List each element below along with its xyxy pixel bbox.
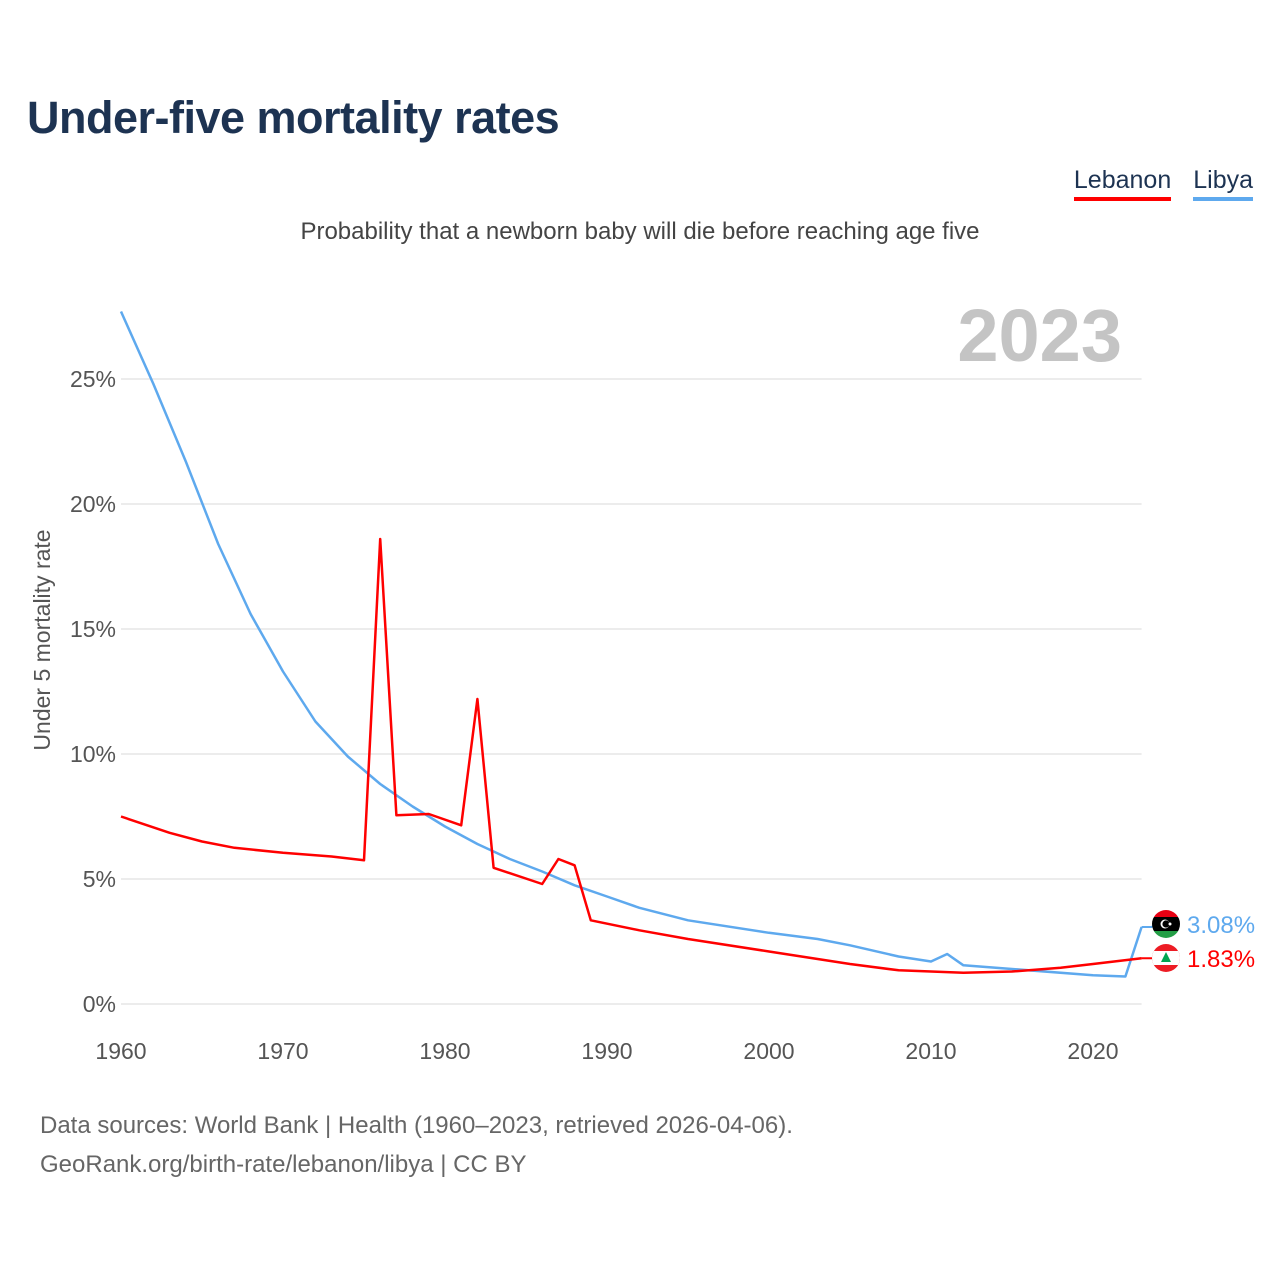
legend-libya[interactable]: Libya bbox=[1193, 166, 1253, 201]
y-tick-label: 0% bbox=[83, 991, 116, 1017]
footer-sources: Data sources: World Bank | Health (1960–… bbox=[40, 1112, 793, 1139]
footer: Data sources: World Bank | Health (1960–… bbox=[40, 1106, 793, 1184]
chart-subtitle: Probability that a newborn baby will die… bbox=[300, 218, 980, 245]
series-line-libya bbox=[119, 310, 1143, 978]
end-value-lebanon: 1.83% bbox=[1187, 946, 1255, 973]
x-tick-label: 1980 bbox=[419, 1038, 470, 1064]
x-tick-label: 1960 bbox=[95, 1038, 146, 1064]
legend: Lebanon Libya bbox=[1073, 166, 1253, 201]
flag-libya-icon bbox=[1152, 910, 1180, 938]
y-tick-label: 15% bbox=[70, 616, 116, 642]
end-value-libya: 3.08% bbox=[1187, 912, 1255, 939]
x-tick-label: 2010 bbox=[905, 1038, 956, 1064]
y-tick-label: 25% bbox=[70, 366, 116, 392]
flag-lebanon-icon bbox=[1152, 944, 1180, 972]
y-tick-label: 20% bbox=[70, 491, 116, 517]
y-tick-label: 5% bbox=[83, 866, 116, 892]
x-tick-label: 2020 bbox=[1067, 1038, 1118, 1064]
x-tick-label: 1970 bbox=[257, 1038, 308, 1064]
series-line-lebanon bbox=[120, 537, 1142, 975]
year-label: 2023 bbox=[957, 294, 1122, 377]
legend-lebanon[interactable]: Lebanon bbox=[1073, 166, 1172, 201]
y-axis-label: Under 5 mortality rate bbox=[29, 529, 55, 750]
footer-link[interactable]: GeoRank.org/birth-rate/lebanon/libya | C… bbox=[40, 1151, 527, 1178]
x-tick-label: 2000 bbox=[743, 1038, 794, 1064]
chart-title: Under-five mortality rates bbox=[27, 92, 560, 143]
y-tick-label: 10% bbox=[70, 741, 116, 767]
x-tick-label: 1990 bbox=[581, 1038, 632, 1064]
